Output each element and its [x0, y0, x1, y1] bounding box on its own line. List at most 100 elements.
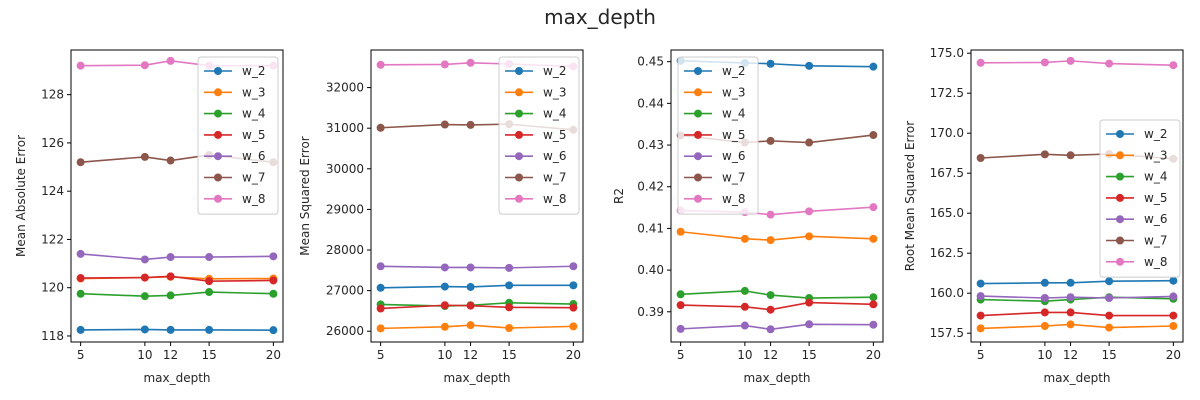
series-line [680, 301, 874, 311]
legend-marker [694, 173, 702, 182]
data-point [676, 301, 685, 310]
data-point [976, 292, 985, 301]
y-tick-label: 0.42 [637, 180, 664, 194]
data-point [805, 61, 814, 70]
y-tick-label: 157.5 [930, 326, 964, 340]
x-tick-label: 15 [1101, 348, 1116, 362]
data-point [976, 58, 985, 67]
legend-marker [515, 194, 523, 203]
legend-label: w_3 [1144, 148, 1167, 162]
x-tick-label: 5 [377, 348, 385, 362]
x-tick-label: 10 [1037, 348, 1052, 362]
data-point [869, 300, 878, 309]
x-tick-label: 15 [501, 348, 516, 362]
data-point [869, 293, 878, 302]
legend-label: w_8 [722, 192, 745, 206]
series-w_4 [976, 293, 1178, 306]
legend-marker [515, 152, 523, 161]
legend-label: w_4 [722, 107, 745, 121]
data-point [740, 286, 749, 295]
x-tick-label: 5 [77, 348, 85, 362]
subplot-1: 5 10 12 15 20 118 120 122 124 126 128 max_depth Mean… [14, 49, 284, 385]
series-line [980, 323, 1174, 330]
y-tick-label: 31000 [326, 121, 364, 135]
series-line [980, 311, 1174, 317]
series-w_3 [376, 321, 578, 333]
data-point [805, 232, 814, 241]
legend-label: w_7 [543, 171, 566, 185]
data-point [1066, 56, 1075, 65]
axes-frame [70, 49, 284, 343]
series-line [980, 60, 1174, 66]
data-point [76, 289, 85, 298]
data-point [766, 210, 775, 219]
y-tick-label: 128 [41, 88, 64, 102]
legend-label: w_5 [543, 128, 566, 142]
legend-marker [694, 194, 702, 203]
legend-label: w_4 [1144, 170, 1167, 184]
data-point [740, 302, 749, 311]
data-point [976, 154, 985, 162]
data-point [869, 62, 878, 71]
data-point [269, 289, 278, 298]
legend-marker [694, 88, 702, 97]
legend-marker [1116, 257, 1124, 266]
data-point [1066, 151, 1075, 160]
x-tick-label: 12 [463, 348, 478, 362]
legend-label: w_2 [543, 64, 566, 78]
x-axis-label: max_depth [1043, 371, 1110, 385]
data-point [376, 60, 385, 69]
data-point [205, 325, 214, 334]
data-point [376, 324, 385, 333]
legend-marker [515, 130, 523, 139]
y-tick-label: 162.5 [930, 246, 964, 260]
data-point [976, 324, 985, 333]
data-point [205, 253, 214, 262]
y-tick-label: 167.5 [930, 166, 964, 180]
legend-label: w_8 [242, 192, 265, 206]
data-point [766, 305, 775, 314]
legend: w_2 w_3 w_4 w_5 w_6 w_7 w_8 [677, 56, 759, 215]
subplot-3: 5 10 12 15 20 0.39 0.40 0.41 0.42 0.43 0.44 0.45 max… [612, 49, 884, 385]
legend-marker [1116, 130, 1124, 138]
series-line [80, 253, 274, 261]
data-point [166, 253, 175, 262]
series-w_6 [976, 292, 1178, 302]
data-point [466, 301, 475, 310]
series-line [380, 324, 574, 330]
legend-label: w_5 [1144, 191, 1167, 205]
legend-label: w_3 [722, 85, 745, 99]
data-point [1066, 308, 1075, 317]
legend-label: w_5 [722, 128, 745, 142]
data-point [140, 255, 149, 264]
x-tick-label: 5 [677, 348, 685, 362]
data-point [140, 325, 149, 334]
data-point [140, 292, 149, 301]
data-point [976, 311, 985, 320]
y-tick-label: 165.0 [930, 206, 964, 220]
series-line [80, 291, 274, 297]
x-axis-label: max_depth [443, 371, 510, 385]
x-tick-label: 15 [201, 348, 216, 362]
data-point [166, 156, 175, 165]
legend-label: w_6 [722, 149, 745, 163]
x-tick-label: 12 [163, 348, 178, 362]
data-point [466, 321, 475, 330]
data-point [166, 325, 175, 334]
series-w_5 [676, 298, 878, 314]
data-point [1169, 311, 1178, 320]
y-axis-label: Mean Absolute Error [14, 135, 28, 257]
x-tick-label: 15 [801, 348, 816, 362]
legend-label: w_7 [1144, 234, 1167, 248]
series-w_6 [376, 262, 578, 272]
series-line [380, 265, 574, 269]
data-point [869, 234, 878, 243]
y-tick-label: 118 [41, 329, 64, 343]
data-point [76, 61, 85, 70]
legend-marker [214, 130, 222, 139]
legend-marker [694, 130, 702, 139]
data-point [1105, 277, 1114, 286]
y-tick-label: 32000 [326, 81, 364, 95]
legend-marker [515, 67, 523, 75]
